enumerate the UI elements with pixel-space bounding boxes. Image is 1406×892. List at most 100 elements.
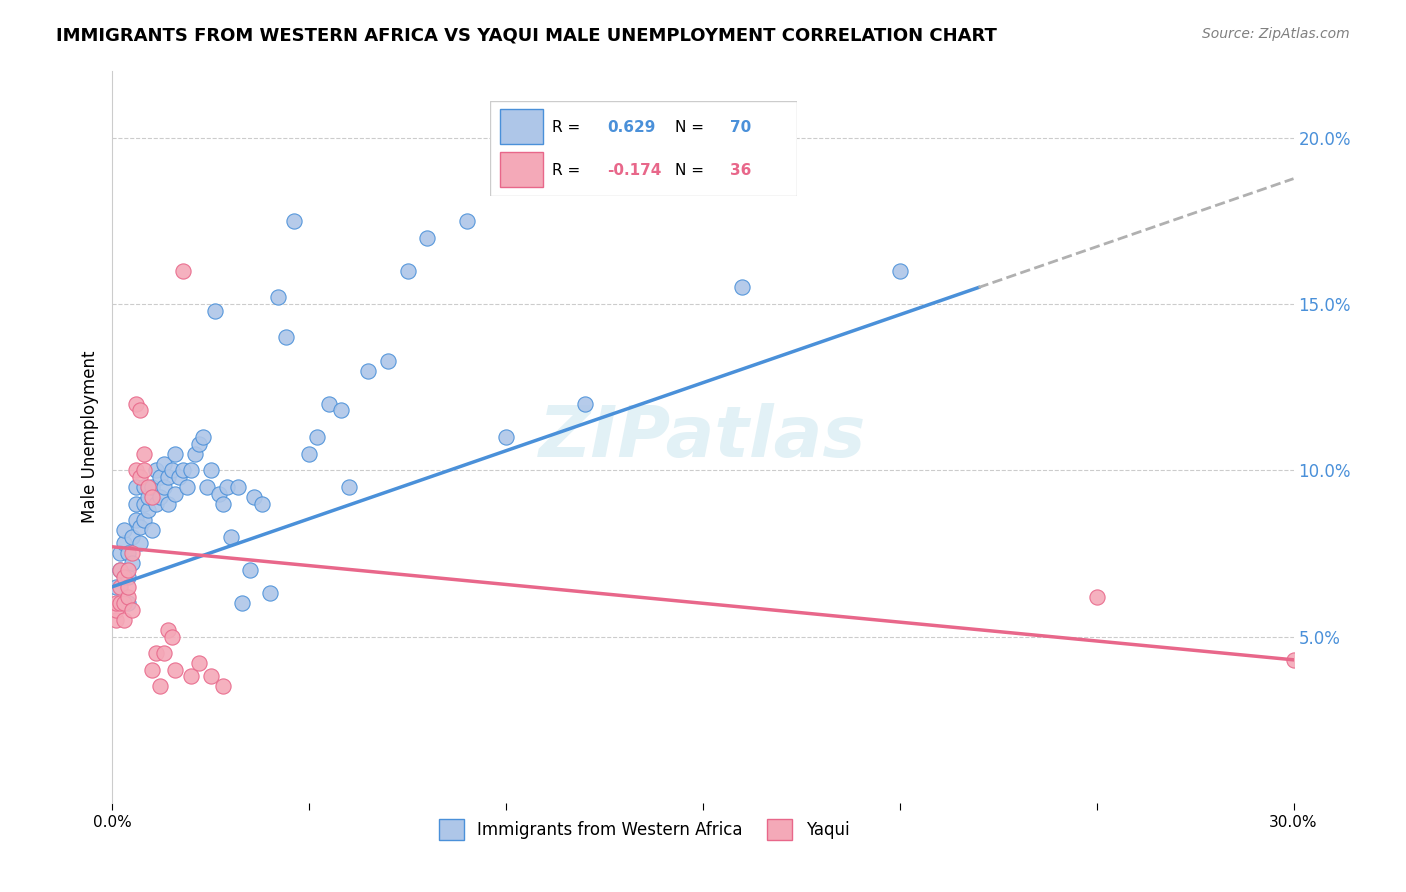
Point bbox=[132, 463, 155, 477]
Point bbox=[132, 513, 155, 527]
Point bbox=[152, 480, 174, 494]
Point bbox=[121, 530, 143, 544]
Point bbox=[307, 430, 329, 444]
Point bbox=[141, 523, 163, 537]
Point bbox=[456, 214, 478, 228]
Point bbox=[267, 290, 290, 304]
Text: IMMIGRANTS FROM WESTERN AFRICA VS YAQUI MALE UNEMPLOYMENT CORRELATION CHART: IMMIGRANTS FROM WESTERN AFRICA VS YAQUI … bbox=[56, 27, 997, 45]
Point bbox=[112, 536, 135, 550]
Point bbox=[1085, 590, 1108, 604]
Point bbox=[889, 264, 911, 278]
Point bbox=[180, 669, 202, 683]
Point bbox=[165, 663, 187, 677]
Point bbox=[211, 497, 233, 511]
Point bbox=[149, 470, 172, 484]
Point bbox=[149, 490, 172, 504]
Point bbox=[165, 447, 187, 461]
Point bbox=[416, 230, 439, 244]
Legend: Immigrants from Western Africa, Yaqui: Immigrants from Western Africa, Yaqui bbox=[425, 806, 863, 853]
Point bbox=[121, 546, 143, 560]
Point bbox=[200, 463, 222, 477]
Point bbox=[195, 480, 218, 494]
Point bbox=[208, 486, 231, 500]
Point bbox=[165, 486, 187, 500]
Point bbox=[145, 463, 167, 477]
Point bbox=[110, 563, 132, 577]
Point bbox=[239, 563, 262, 577]
Point bbox=[132, 497, 155, 511]
Point bbox=[574, 397, 596, 411]
Point bbox=[160, 463, 183, 477]
Point bbox=[172, 463, 194, 477]
Point bbox=[125, 397, 148, 411]
Point bbox=[329, 403, 352, 417]
Point bbox=[357, 363, 380, 377]
Point bbox=[129, 403, 152, 417]
Point bbox=[112, 523, 135, 537]
Point bbox=[110, 563, 132, 577]
Point bbox=[172, 264, 194, 278]
Point bbox=[105, 603, 128, 617]
Point bbox=[204, 303, 226, 318]
Point bbox=[112, 613, 135, 627]
Point bbox=[298, 447, 321, 461]
Y-axis label: Male Unemployment: Male Unemployment bbox=[80, 351, 98, 524]
Point bbox=[337, 480, 360, 494]
Point bbox=[250, 497, 273, 511]
Point bbox=[211, 680, 233, 694]
Point bbox=[141, 663, 163, 677]
Text: ZIPatlas: ZIPatlas bbox=[540, 402, 866, 472]
Point bbox=[141, 490, 163, 504]
Point bbox=[191, 430, 214, 444]
Point bbox=[152, 646, 174, 660]
Point bbox=[117, 580, 139, 594]
Point bbox=[117, 590, 139, 604]
Point bbox=[180, 463, 202, 477]
Text: Source: ZipAtlas.com: Source: ZipAtlas.com bbox=[1202, 27, 1350, 41]
Point bbox=[318, 397, 340, 411]
Point bbox=[169, 470, 191, 484]
Point bbox=[156, 497, 179, 511]
Point bbox=[152, 457, 174, 471]
Point bbox=[110, 580, 132, 594]
Point bbox=[117, 570, 139, 584]
Point bbox=[132, 447, 155, 461]
Point bbox=[176, 480, 198, 494]
Point bbox=[129, 536, 152, 550]
Point bbox=[136, 480, 159, 494]
Point bbox=[117, 596, 139, 610]
Point bbox=[259, 586, 281, 600]
Point bbox=[105, 580, 128, 594]
Point bbox=[121, 557, 143, 571]
Point bbox=[125, 463, 148, 477]
Point bbox=[149, 680, 172, 694]
Point bbox=[141, 480, 163, 494]
Point bbox=[121, 603, 143, 617]
Point bbox=[495, 430, 517, 444]
Point bbox=[145, 646, 167, 660]
Point bbox=[156, 623, 179, 637]
Point bbox=[110, 596, 132, 610]
Point bbox=[145, 497, 167, 511]
Point bbox=[200, 669, 222, 683]
Point bbox=[231, 596, 253, 610]
Point bbox=[125, 480, 148, 494]
Point bbox=[219, 530, 242, 544]
Point bbox=[125, 497, 148, 511]
Point bbox=[228, 480, 250, 494]
Point bbox=[184, 447, 207, 461]
Point bbox=[117, 546, 139, 560]
Point bbox=[129, 470, 152, 484]
Point bbox=[215, 480, 238, 494]
Point bbox=[188, 656, 211, 670]
Point bbox=[188, 436, 211, 450]
Point bbox=[112, 596, 135, 610]
Point bbox=[377, 353, 399, 368]
Point bbox=[136, 503, 159, 517]
Point bbox=[125, 513, 148, 527]
Point bbox=[105, 613, 128, 627]
Point bbox=[132, 480, 155, 494]
Point bbox=[105, 596, 128, 610]
Point bbox=[136, 490, 159, 504]
Point bbox=[243, 490, 266, 504]
